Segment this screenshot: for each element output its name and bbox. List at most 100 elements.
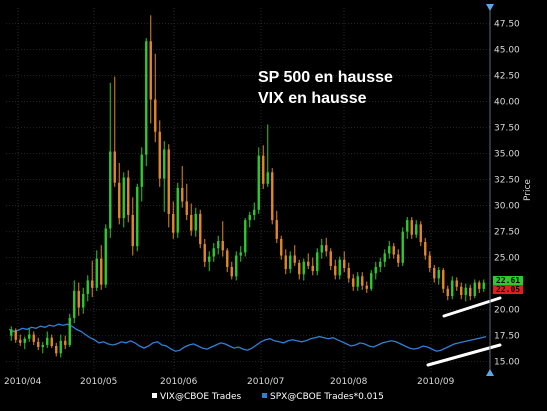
vix-candle-body <box>284 255 287 270</box>
vix-candle-body <box>136 186 139 247</box>
vix-candle-body <box>95 258 98 288</box>
vix-candle-body <box>455 280 458 287</box>
vix-candle-body <box>397 254 400 263</box>
vix-last-low-label: 22.05 <box>496 285 520 294</box>
vix-candle-body <box>473 282 476 297</box>
vix-candle-body <box>59 340 62 354</box>
y-tick-label: 17.50 <box>494 332 520 342</box>
scroll-top-handle[interactable] <box>486 4 494 11</box>
vix-candle-body <box>14 330 17 340</box>
vix-candle-body <box>226 250 229 267</box>
vix-candle-body <box>383 253 386 262</box>
vix-candle-body <box>208 256 211 262</box>
y-tick-label: 30.00 <box>494 202 520 212</box>
vix-candle-body <box>410 220 413 235</box>
vix-candle-body <box>23 338 26 343</box>
vix-candle-body <box>190 214 193 231</box>
vix-candle-body <box>311 265 314 272</box>
vix-candle-body <box>181 187 184 202</box>
vix-candle-body <box>419 224 422 242</box>
vix-candle-body <box>239 252 242 256</box>
vix-candle-body <box>262 155 265 184</box>
legend-swatch-spx <box>262 393 267 398</box>
vix-candle-body <box>86 280 89 294</box>
vix-candle-body <box>37 341 40 348</box>
vix-candle-body <box>406 220 409 232</box>
y-tick-label: 25.00 <box>494 254 520 264</box>
vix-candle-body <box>415 224 418 235</box>
vix-candle-body <box>338 259 341 276</box>
vix-candle-body <box>91 280 94 288</box>
vix-candle-body <box>401 231 404 263</box>
last-price-badges: 22.61 22.05 <box>493 276 523 294</box>
vix-candle-body <box>55 346 58 354</box>
vix-candle-body <box>194 213 197 231</box>
vix-candle-body <box>442 270 445 289</box>
vix-candle-body <box>122 177 125 219</box>
vix-candle-body <box>50 337 53 346</box>
vix-candle-body <box>460 286 463 296</box>
y-tick-label: 32.50 <box>494 176 520 186</box>
vix-candle-body <box>167 149 170 214</box>
vix-candle-body <box>28 334 31 339</box>
vix-candle-body <box>235 255 238 277</box>
x-tick-label: 2010/08 <box>330 377 368 387</box>
vix-candle-body <box>77 290 80 308</box>
vix-candle-body <box>217 240 220 249</box>
vix-candle-body <box>316 252 319 272</box>
grid <box>6 8 490 372</box>
vix-candle-body <box>127 177 130 215</box>
vix-candle-body <box>307 261 310 266</box>
vix-candle-body <box>244 220 247 253</box>
x-tick-label: 2010/07 <box>247 377 284 387</box>
vix-candle-body <box>203 244 206 262</box>
vix-candle-body <box>275 220 278 239</box>
vix-candle-body <box>437 270 440 279</box>
vix-candle-body <box>131 214 134 247</box>
trend-line-spx <box>426 343 502 367</box>
scroll-bottom-handle[interactable] <box>486 369 494 376</box>
trend-line-vix <box>442 296 502 318</box>
vix-candle-body <box>280 238 283 256</box>
y-tick-label: 47.50 <box>494 20 520 30</box>
y-tick-label: 20.00 <box>494 306 520 316</box>
vix-candle-body <box>464 287 467 296</box>
vix-candle-body <box>199 213 202 245</box>
x-tick-label: 2010/04 <box>4 377 42 387</box>
vix-candle-body <box>370 273 373 289</box>
y-axis: 15.0017.5020.0022.5025.0027.5030.0032.50… <box>494 20 520 368</box>
vix-candle-body <box>41 344 44 348</box>
vix-candle-body <box>172 213 175 233</box>
vix-candle-body <box>113 151 116 183</box>
vix-candle-body <box>253 209 256 215</box>
vix-candle-body <box>356 276 359 287</box>
vix-candle-body <box>158 131 161 179</box>
y-tick-label: 37.50 <box>494 124 520 134</box>
vix-candle-body <box>68 317 71 345</box>
vix-candle-body <box>145 41 148 155</box>
vix-candle-body <box>212 248 215 257</box>
vix-candle-body <box>361 276 364 286</box>
x-tick-label: 2010/09 <box>417 377 455 387</box>
vix-candle-body <box>185 201 188 215</box>
vix-candle-body <box>257 155 260 210</box>
vix-candle-body <box>451 280 454 297</box>
y-tick-label: 35.00 <box>494 150 520 160</box>
vix-candle-body <box>10 329 13 336</box>
legend-label-spx: SPX@CBOE Trades*0.015 <box>270 392 384 402</box>
vix-candle-body <box>298 262 301 275</box>
vix-candle-body <box>248 214 251 221</box>
vix-candle-body <box>446 288 449 297</box>
vix-last-high-badge <box>493 276 523 285</box>
vix-candle-body <box>19 339 22 343</box>
vix-candle-body <box>266 172 269 184</box>
vix-candle-body <box>392 246 395 255</box>
y-tick-label: 42.50 <box>494 72 520 82</box>
vix-candle-body <box>118 182 121 219</box>
annotation-sp500: SP 500 en hausse <box>258 69 393 86</box>
annotation-vix: VIX en hausse <box>258 90 367 107</box>
vix-candle-body <box>379 261 382 267</box>
y-tick-label: 40.00 <box>494 98 520 108</box>
vix-candle-body <box>374 266 377 274</box>
vix-candle-body <box>221 240 224 251</box>
